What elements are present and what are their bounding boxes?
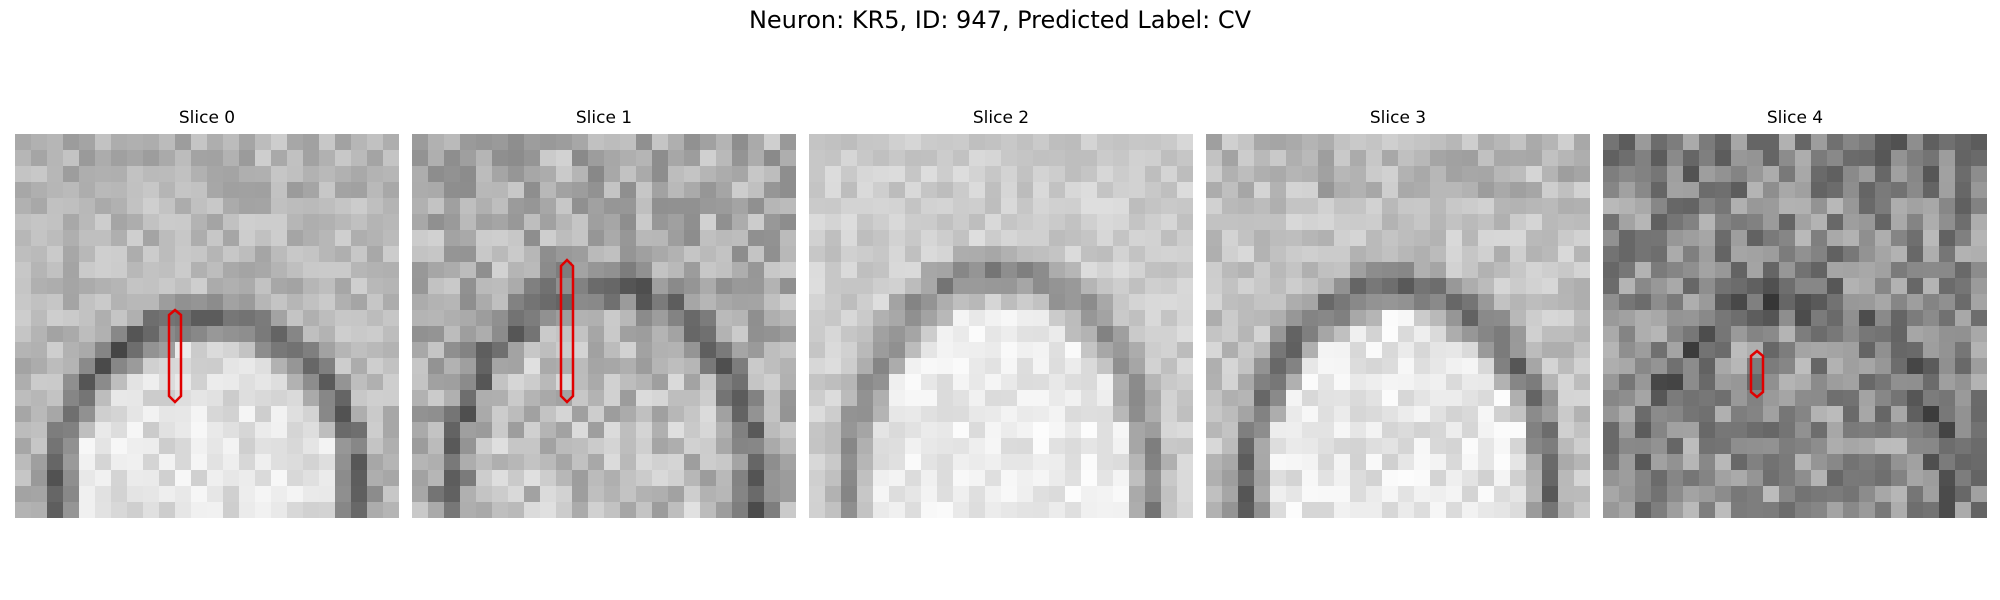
slice-title-1: Slice 1: [575, 108, 633, 128]
slice-image-1: [412, 134, 796, 518]
roi-outline-1: [559, 258, 575, 404]
slice-image-frame-3: [1206, 134, 1590, 518]
slice-image-3: [1206, 134, 1590, 518]
roi-outline-4: [1749, 349, 1765, 399]
roi-marker-0: [167, 308, 183, 404]
roi-outline-0: [167, 308, 183, 404]
slice-image-frame-0: [15, 134, 399, 518]
slice-title-2: Slice 2: [972, 108, 1030, 128]
slice-image-frame-1: [412, 134, 796, 518]
slice-image-0: [15, 134, 399, 518]
slice-image-frame-4: [1603, 134, 1987, 518]
slice-title-0: Slice 0: [178, 108, 236, 128]
slice-image-4: [1603, 134, 1987, 518]
figure-title: Neuron: KR5, ID: 947, Predicted Label: C…: [748, 6, 1252, 34]
roi-marker-4: [1749, 349, 1765, 399]
slice-title-3: Slice 3: [1369, 108, 1427, 128]
slice-image-frame-2: [809, 134, 1193, 518]
slice-image-2: [809, 134, 1193, 518]
roi-marker-1: [559, 258, 575, 404]
slice-title-4: Slice 4: [1766, 108, 1824, 128]
